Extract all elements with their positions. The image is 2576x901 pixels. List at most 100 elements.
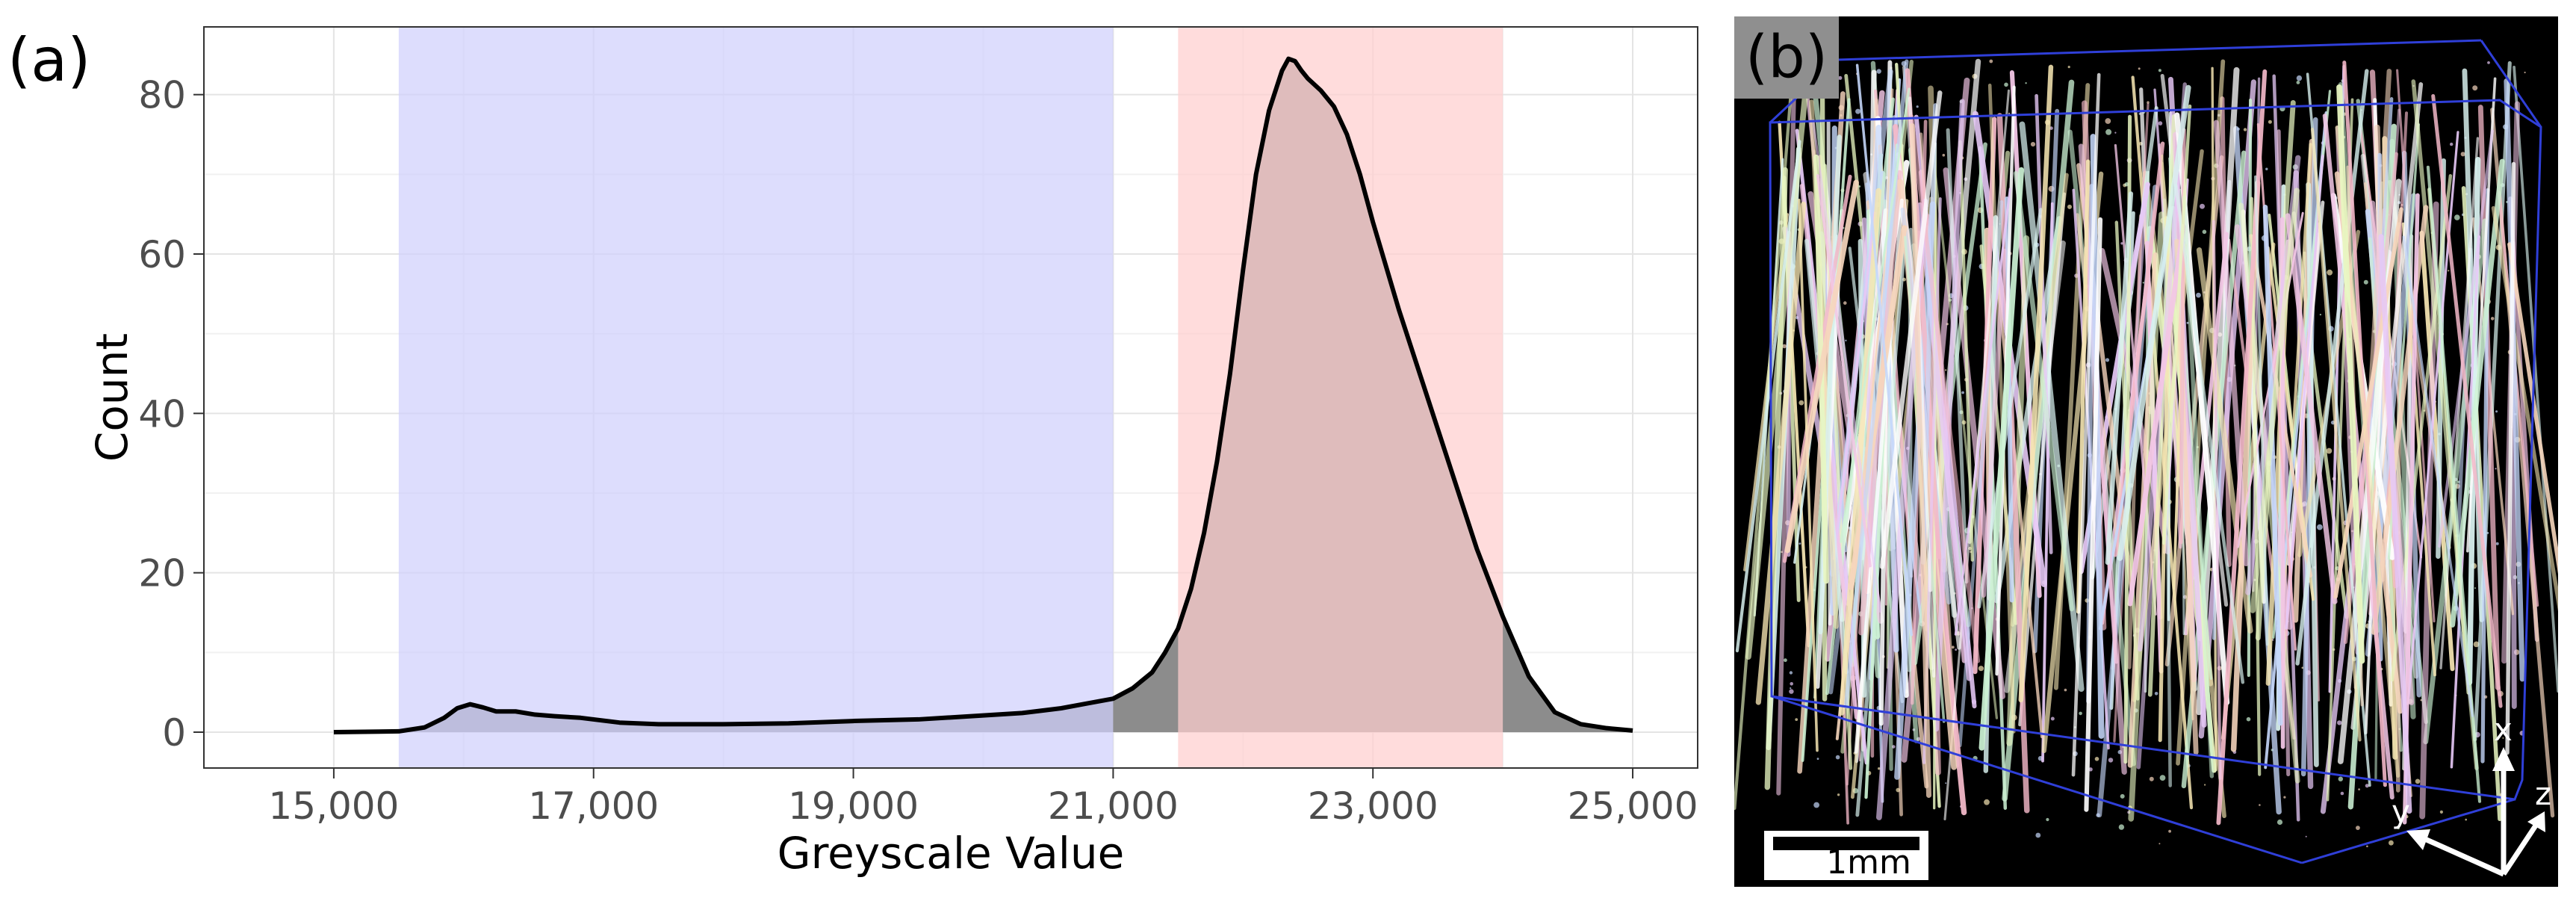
debris-speck (2050, 716, 2055, 721)
debris-speck (2200, 203, 2205, 209)
debris-speck (2472, 85, 2478, 91)
box-edge (2480, 40, 2542, 128)
fiber-strand (2113, 141, 2165, 557)
fiber-strand (2505, 161, 2516, 755)
fiber-strand (1755, 201, 1807, 705)
fiber-strand (2018, 192, 2066, 727)
fiber-strand (2084, 217, 2103, 812)
debris-speck (2448, 270, 2450, 272)
fiber-strand (2018, 64, 2054, 703)
debris-speck (2105, 118, 2111, 124)
debris-speck (2490, 317, 2495, 321)
y-tick-label: 80 (138, 74, 186, 117)
x-tick-label: 23,000 (1308, 784, 1438, 828)
fiber-strand (2504, 78, 2525, 682)
fiber-volume-image (1734, 39, 2558, 880)
x-tick-label: 19,000 (788, 784, 919, 828)
fiber-strand (2439, 137, 2480, 669)
debris-speck (2495, 542, 2499, 545)
x-tick-label: 25,000 (1568, 784, 1698, 828)
fiber-strand (2419, 230, 2455, 672)
panel-a-label: (a) (7, 25, 90, 95)
debris-speck (2159, 775, 2166, 781)
debris-speck (2008, 112, 2011, 115)
fiber-strand (2507, 242, 2558, 575)
axis-triad (2406, 747, 2545, 877)
fiber-strand (2127, 224, 2186, 607)
debris-speck (1795, 718, 1798, 721)
fiber-strand (1958, 140, 1974, 562)
fiber-strand (1978, 167, 2025, 751)
debris-speck (1855, 108, 1861, 114)
fiber-strand (2378, 234, 2412, 814)
debris-speck (2004, 82, 2008, 87)
debris-speck (2168, 829, 2171, 833)
debris-speck (2025, 82, 2027, 84)
debris-speck (2305, 835, 2307, 837)
debris-speck (1843, 301, 1847, 305)
debris-speck (1798, 400, 1804, 406)
fiber-strand (1855, 232, 1908, 817)
fiber-strand (2076, 159, 2091, 614)
debris-speck (2487, 61, 2490, 64)
fiber-strand (2182, 196, 2215, 778)
debris-speck (2338, 776, 2343, 781)
debris-speck (2120, 793, 2125, 799)
debris-speck (2243, 128, 2247, 131)
fiber-strand (2002, 79, 2075, 802)
fiber-strand (2198, 79, 2257, 739)
debris-speck (2366, 845, 2368, 848)
debris-speck (2196, 292, 2201, 298)
debris-speck (1942, 153, 1946, 157)
fiber-strand (2293, 170, 2314, 790)
fiber-strand (1811, 119, 1882, 613)
debris-speck (1790, 687, 1792, 690)
debris-speck (2105, 358, 2110, 362)
debris-speck (1789, 671, 1793, 675)
fiber-strand (2250, 188, 2300, 613)
box-edge (1837, 39, 2482, 61)
fiber-strand (1981, 248, 2007, 598)
fiber-strand (2174, 184, 2245, 684)
debris-speck (2158, 843, 2161, 845)
debris-speck (2319, 314, 2321, 316)
debris-speck (2317, 524, 2323, 530)
debris-speck (2502, 737, 2504, 739)
fiber-strand (2162, 104, 2192, 545)
debris-speck (2147, 101, 2150, 104)
debris-speck (2079, 711, 2082, 716)
fiber-strand (2402, 235, 2474, 717)
debris-speck (2265, 167, 2268, 170)
debris-speck (2495, 468, 2497, 470)
debris-speck (2138, 67, 2141, 70)
debris-speck (2495, 410, 2498, 413)
fiber-strand (1848, 225, 1908, 590)
debris-speck (2246, 716, 2251, 722)
debris-speck (1945, 782, 1947, 784)
fiber-strand (2285, 213, 2338, 604)
debris-speck (2046, 817, 2049, 822)
fiber-strand (2262, 205, 2283, 726)
debris-speck (2327, 269, 2333, 276)
debris-speck (2064, 688, 2067, 692)
fiber-strand (1798, 199, 1819, 752)
fiber-strand (1816, 174, 1872, 568)
debris-speck (2358, 788, 2360, 790)
fiber-strand (1879, 90, 1943, 569)
fiber-strand (1840, 87, 1911, 543)
fiber-strand (2174, 238, 2199, 755)
debris-speck (2114, 131, 2117, 134)
debris-speck (2067, 204, 2072, 209)
fiber-strand (2013, 170, 2074, 612)
debris-speck (2030, 142, 2036, 147)
fiber-strand (2431, 94, 2503, 708)
fiber-strand (2491, 205, 2558, 612)
debris-speck (2460, 152, 2465, 157)
debris-speck (1916, 105, 1919, 108)
debris-speck (2259, 804, 2261, 806)
x-tick-label: 15,000 (268, 784, 399, 828)
debris-speck (1978, 666, 1984, 672)
fiber-strand (2426, 165, 2482, 803)
debris-speck (2389, 840, 2394, 846)
debris-speck (2363, 279, 2368, 285)
